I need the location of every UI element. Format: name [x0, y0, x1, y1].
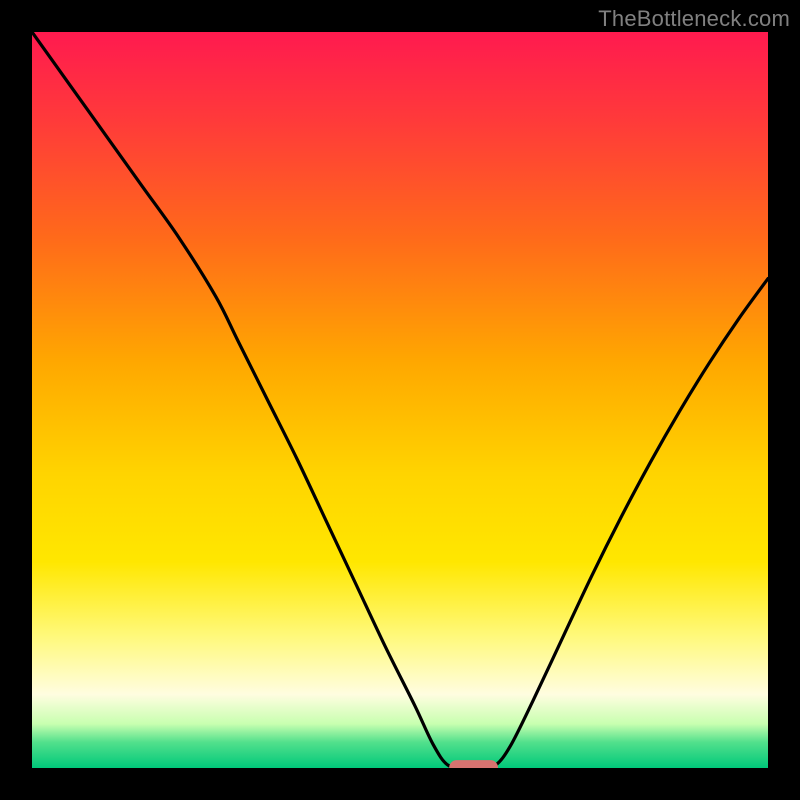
watermark-text: TheBottleneck.com	[598, 6, 790, 32]
chart-stage: TheBottleneck.com	[0, 0, 800, 800]
chart-gradient-background	[32, 32, 768, 768]
bottleneck-chart	[0, 0, 800, 800]
